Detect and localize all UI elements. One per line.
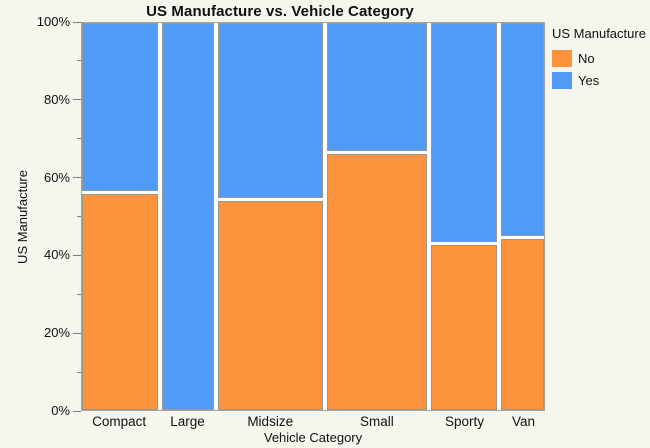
mosaic-column-small	[326, 23, 427, 410]
legend: US Manufacture No Yes	[552, 26, 646, 89]
mosaic-column-compact	[82, 23, 158, 410]
mosaic-column-sporty	[430, 23, 498, 410]
mosaic-segment-small-no[interactable]	[326, 154, 427, 410]
legend-title: US Manufacture	[552, 26, 646, 41]
x-category-label-midsize: Midsize	[247, 414, 294, 429]
y-major-tick-80	[73, 99, 81, 101]
x-category-label-large: Large	[170, 414, 205, 429]
mosaic-column-large	[161, 23, 215, 410]
y-tick-label-80: 80%	[43, 91, 70, 107]
y-major-tick-40	[73, 254, 81, 256]
legend-label-yes: Yes	[578, 73, 600, 88]
plot-area	[81, 22, 545, 411]
y-tick-label-20: 20%	[43, 325, 70, 341]
y-major-tick-60	[73, 177, 81, 179]
legend-item-no[interactable]: No	[552, 50, 646, 67]
mosaic-segment-midsize-yes[interactable]	[218, 23, 323, 198]
mosaic-column-van	[501, 23, 545, 410]
y-tick-label-60: 60%	[43, 169, 70, 185]
mosaic-segment-large-yes[interactable]	[161, 23, 215, 410]
y-tick-label-0: 0%	[51, 403, 70, 418]
y-major-tick-0	[73, 410, 81, 412]
legend-label-no: No	[578, 51, 595, 66]
y-axis-title: US Manufacture	[14, 169, 30, 264]
legend-swatch-yes[interactable]	[552, 72, 572, 89]
y-tick-label-40: 40%	[43, 247, 70, 263]
mosaic-segment-compact-yes[interactable]	[82, 23, 158, 192]
mosaic-columns	[82, 23, 545, 410]
y-major-tick-100	[73, 21, 81, 23]
mosaic-segment-sporty-no[interactable]	[430, 244, 498, 410]
mosaic-column-midsize	[218, 23, 323, 410]
mosaic-segment-small-yes[interactable]	[326, 23, 427, 152]
mosaic-segment-van-no[interactable]	[501, 238, 545, 410]
mosaic-segment-sporty-yes[interactable]	[430, 23, 498, 242]
y-major-tick-20	[73, 332, 81, 334]
x-axis-title: Vehicle Category	[263, 430, 363, 445]
x-category-label-van: Van	[512, 414, 536, 429]
x-axis-labels: Compact Large Midsize Small Sporty Van	[81, 414, 545, 429]
legend-item-yes[interactable]: Yes	[552, 72, 646, 89]
legend-items: No Yes	[552, 50, 646, 89]
legend-swatch-no[interactable]	[552, 50, 572, 67]
mosaic-segment-compact-no[interactable]	[82, 194, 158, 410]
chart-title: US Manufacture vs. Vehicle Category	[146, 3, 414, 20]
x-category-label-compact: Compact	[92, 414, 147, 429]
x-category-label-sporty: Sporty	[444, 414, 485, 429]
mosaic-segment-midsize-no[interactable]	[218, 200, 323, 410]
x-category-label-small: Small	[360, 414, 394, 429]
mosaic-segment-van-yes[interactable]	[501, 23, 545, 236]
